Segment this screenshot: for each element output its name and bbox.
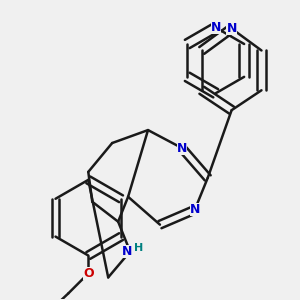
Text: N: N [190, 203, 200, 216]
Text: N: N [122, 245, 132, 258]
Text: N: N [177, 142, 187, 154]
Text: N: N [226, 22, 237, 35]
Text: O: O [83, 267, 94, 280]
Text: N: N [211, 21, 221, 34]
Text: H: H [134, 243, 143, 253]
